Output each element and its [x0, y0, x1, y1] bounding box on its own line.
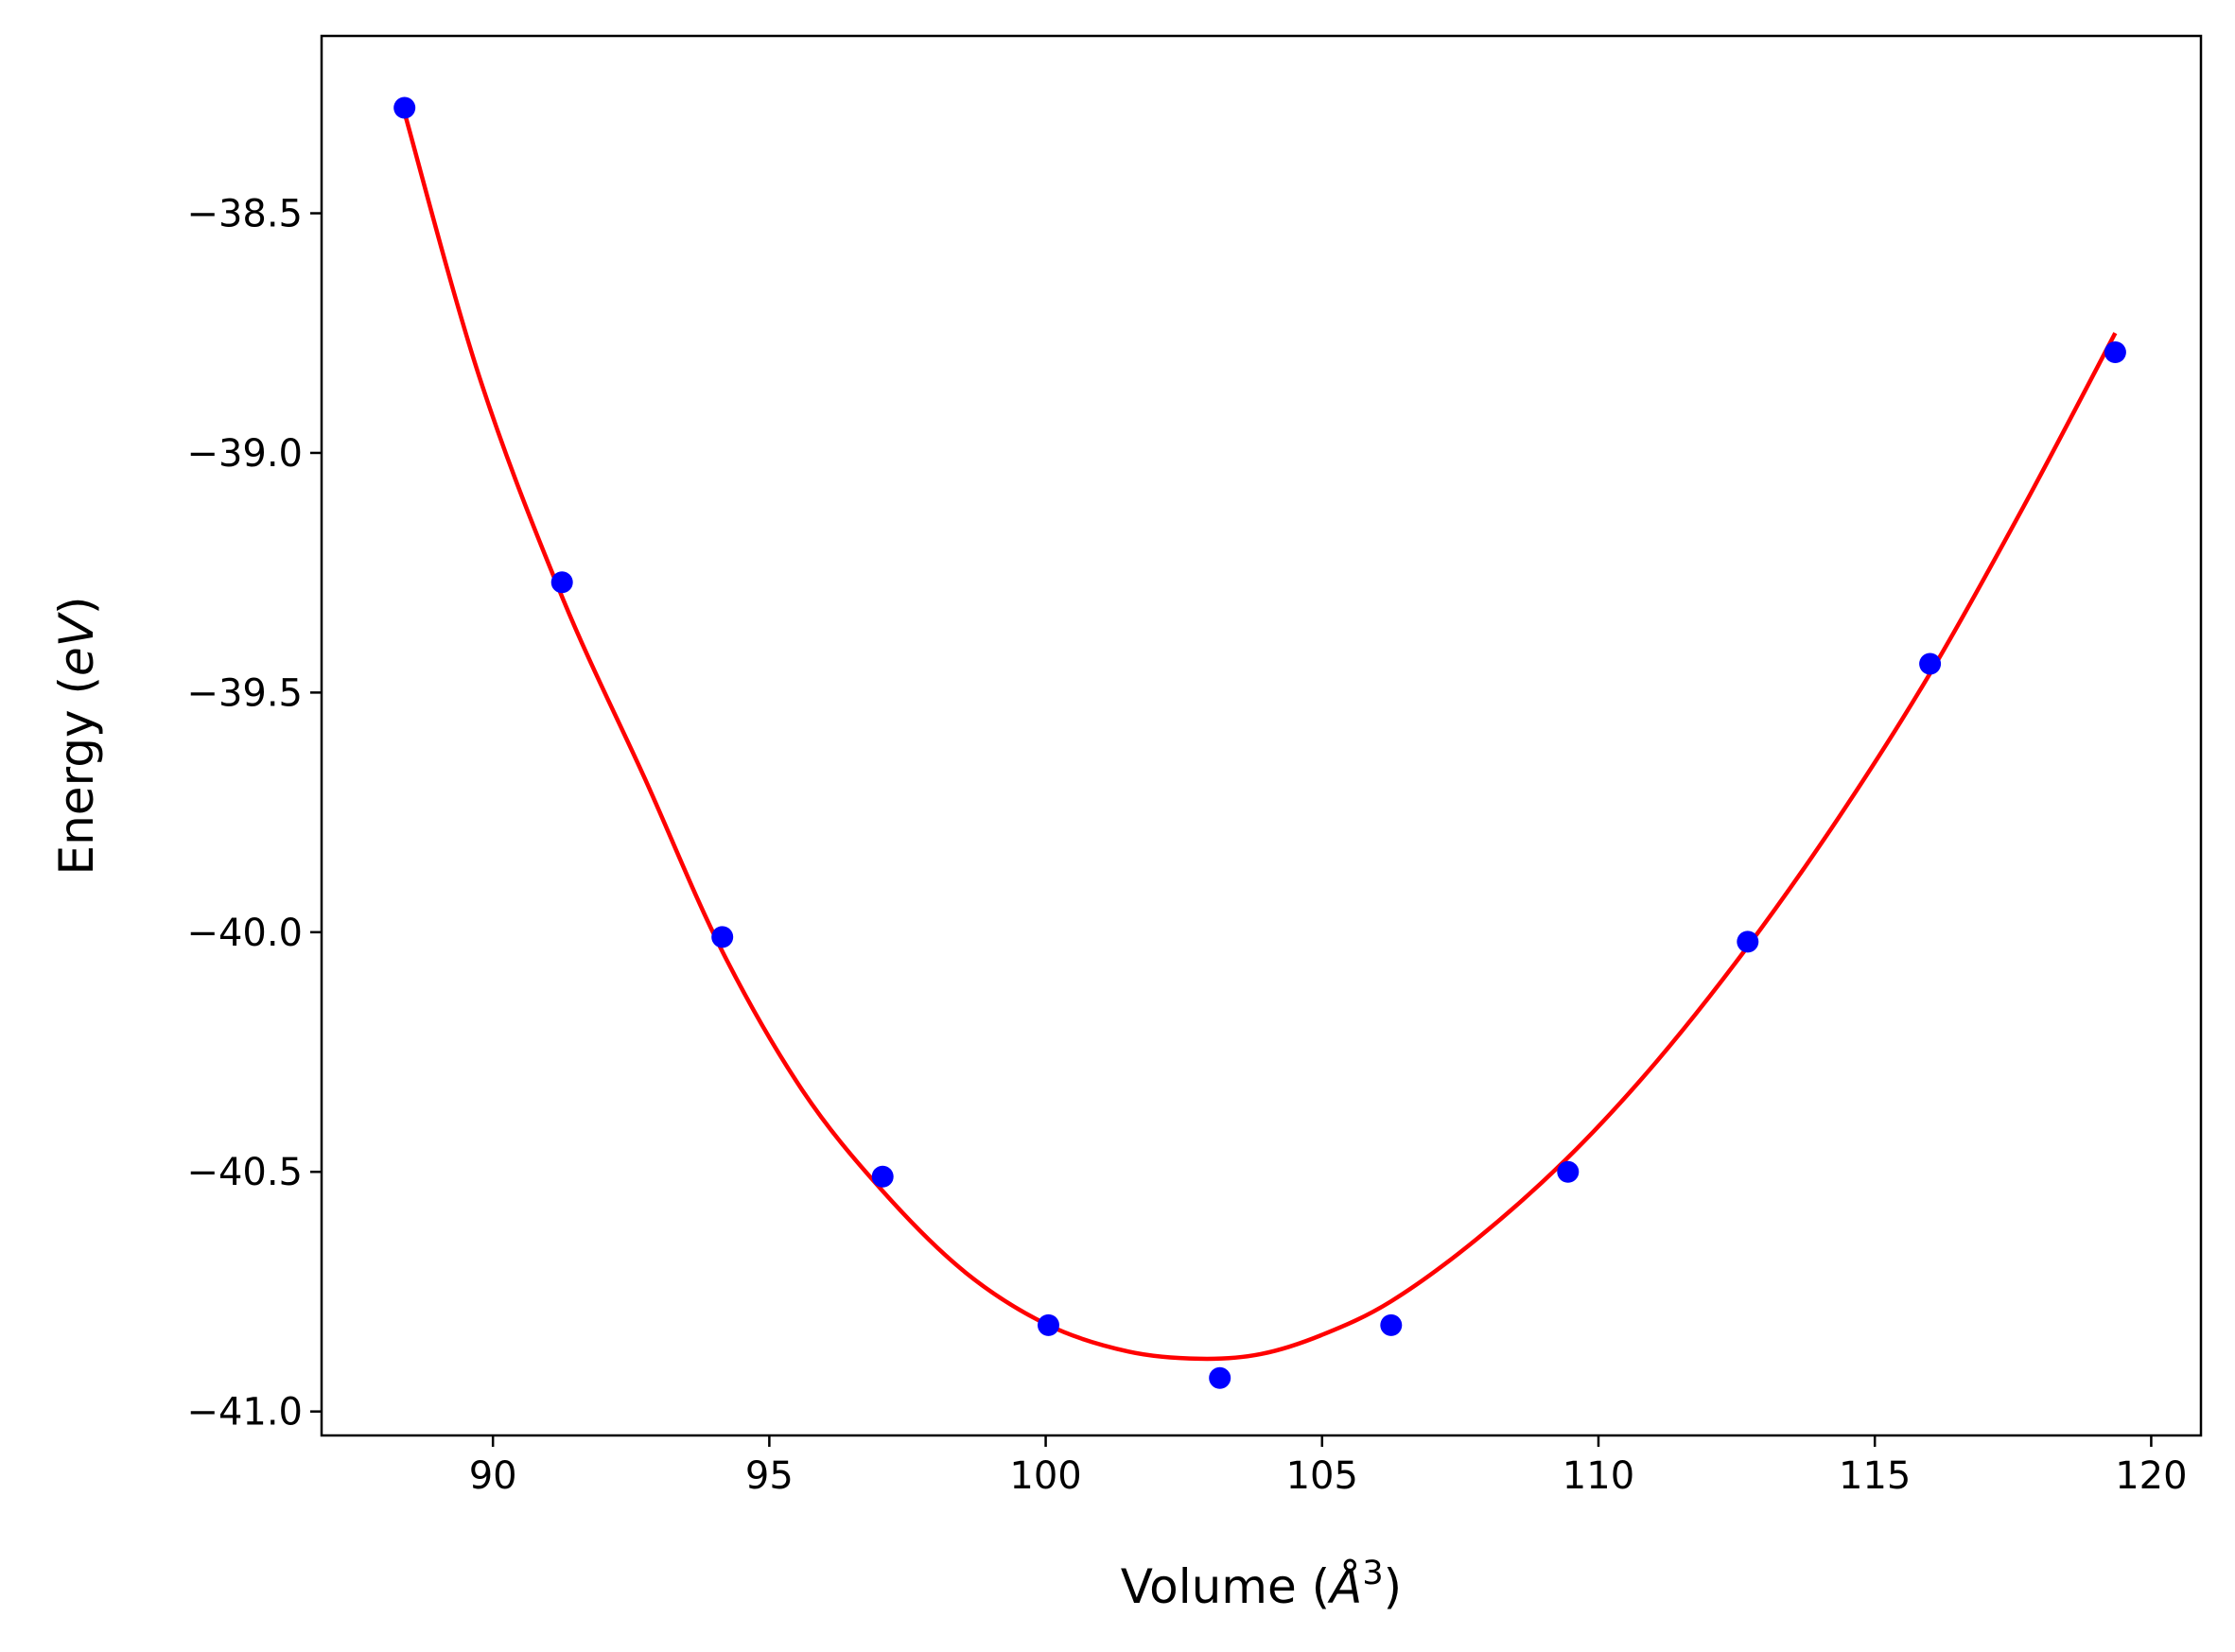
x-tick-label: 90	[469, 1454, 517, 1498]
data-point	[1038, 1313, 1059, 1336]
x-tick-label: 95	[745, 1454, 794, 1498]
data-point	[2104, 341, 2126, 363]
x-axis-title: Volume (Å3)	[1121, 1555, 1402, 1614]
y-tick-label: −40.5	[186, 1151, 303, 1194]
x-tick-label: 115	[1839, 1454, 1911, 1498]
data-point	[871, 1165, 894, 1188]
y-axis-title: Energy (eV)	[49, 597, 104, 876]
y-axis-title-pre: Energy (	[49, 676, 104, 875]
y-tick-label: −39.0	[186, 432, 303, 476]
x-axis-title-unit: Å	[1327, 1559, 1362, 1614]
y-tick-label: −38.5	[186, 193, 303, 236]
y-axis-title-post: )	[49, 597, 104, 616]
x-tick-label: 105	[1286, 1454, 1358, 1498]
x-axis-title-exponent: 3	[1362, 1555, 1383, 1592]
data-point	[1380, 1313, 1403, 1336]
x-axis-title-pre: Volume (	[1121, 1559, 1330, 1614]
plot-marks	[393, 96, 2126, 1389]
data-point	[393, 96, 416, 119]
data-point	[550, 571, 573, 594]
x-tick-label: 100	[1009, 1454, 1081, 1498]
y-tick-label: −40.0	[186, 912, 303, 955]
x-tick-label: 110	[1563, 1454, 1634, 1498]
data-point	[1209, 1366, 1231, 1389]
fit-curve-line	[402, 112, 2118, 1362]
data-point	[1737, 930, 1759, 953]
y-tick-label: −41.0	[186, 1391, 303, 1435]
x-axis-ticks: 90 95 100 105 110 115 120	[469, 1435, 2188, 1498]
x-axis-title-post: )	[1384, 1559, 1403, 1614]
x-tick-label: 120	[2115, 1454, 2187, 1498]
y-axis-title-unit: eV	[49, 611, 104, 676]
y-axis-ticks: −41.0 −40.5 −40.0 −39.5 −39.0 −38.5	[186, 193, 322, 1435]
y-tick-label: −39.5	[186, 671, 303, 715]
data-point	[1919, 652, 1942, 675]
data-point	[1557, 1160, 1580, 1183]
plot-frame	[320, 34, 2203, 1437]
data-point	[711, 926, 734, 948]
